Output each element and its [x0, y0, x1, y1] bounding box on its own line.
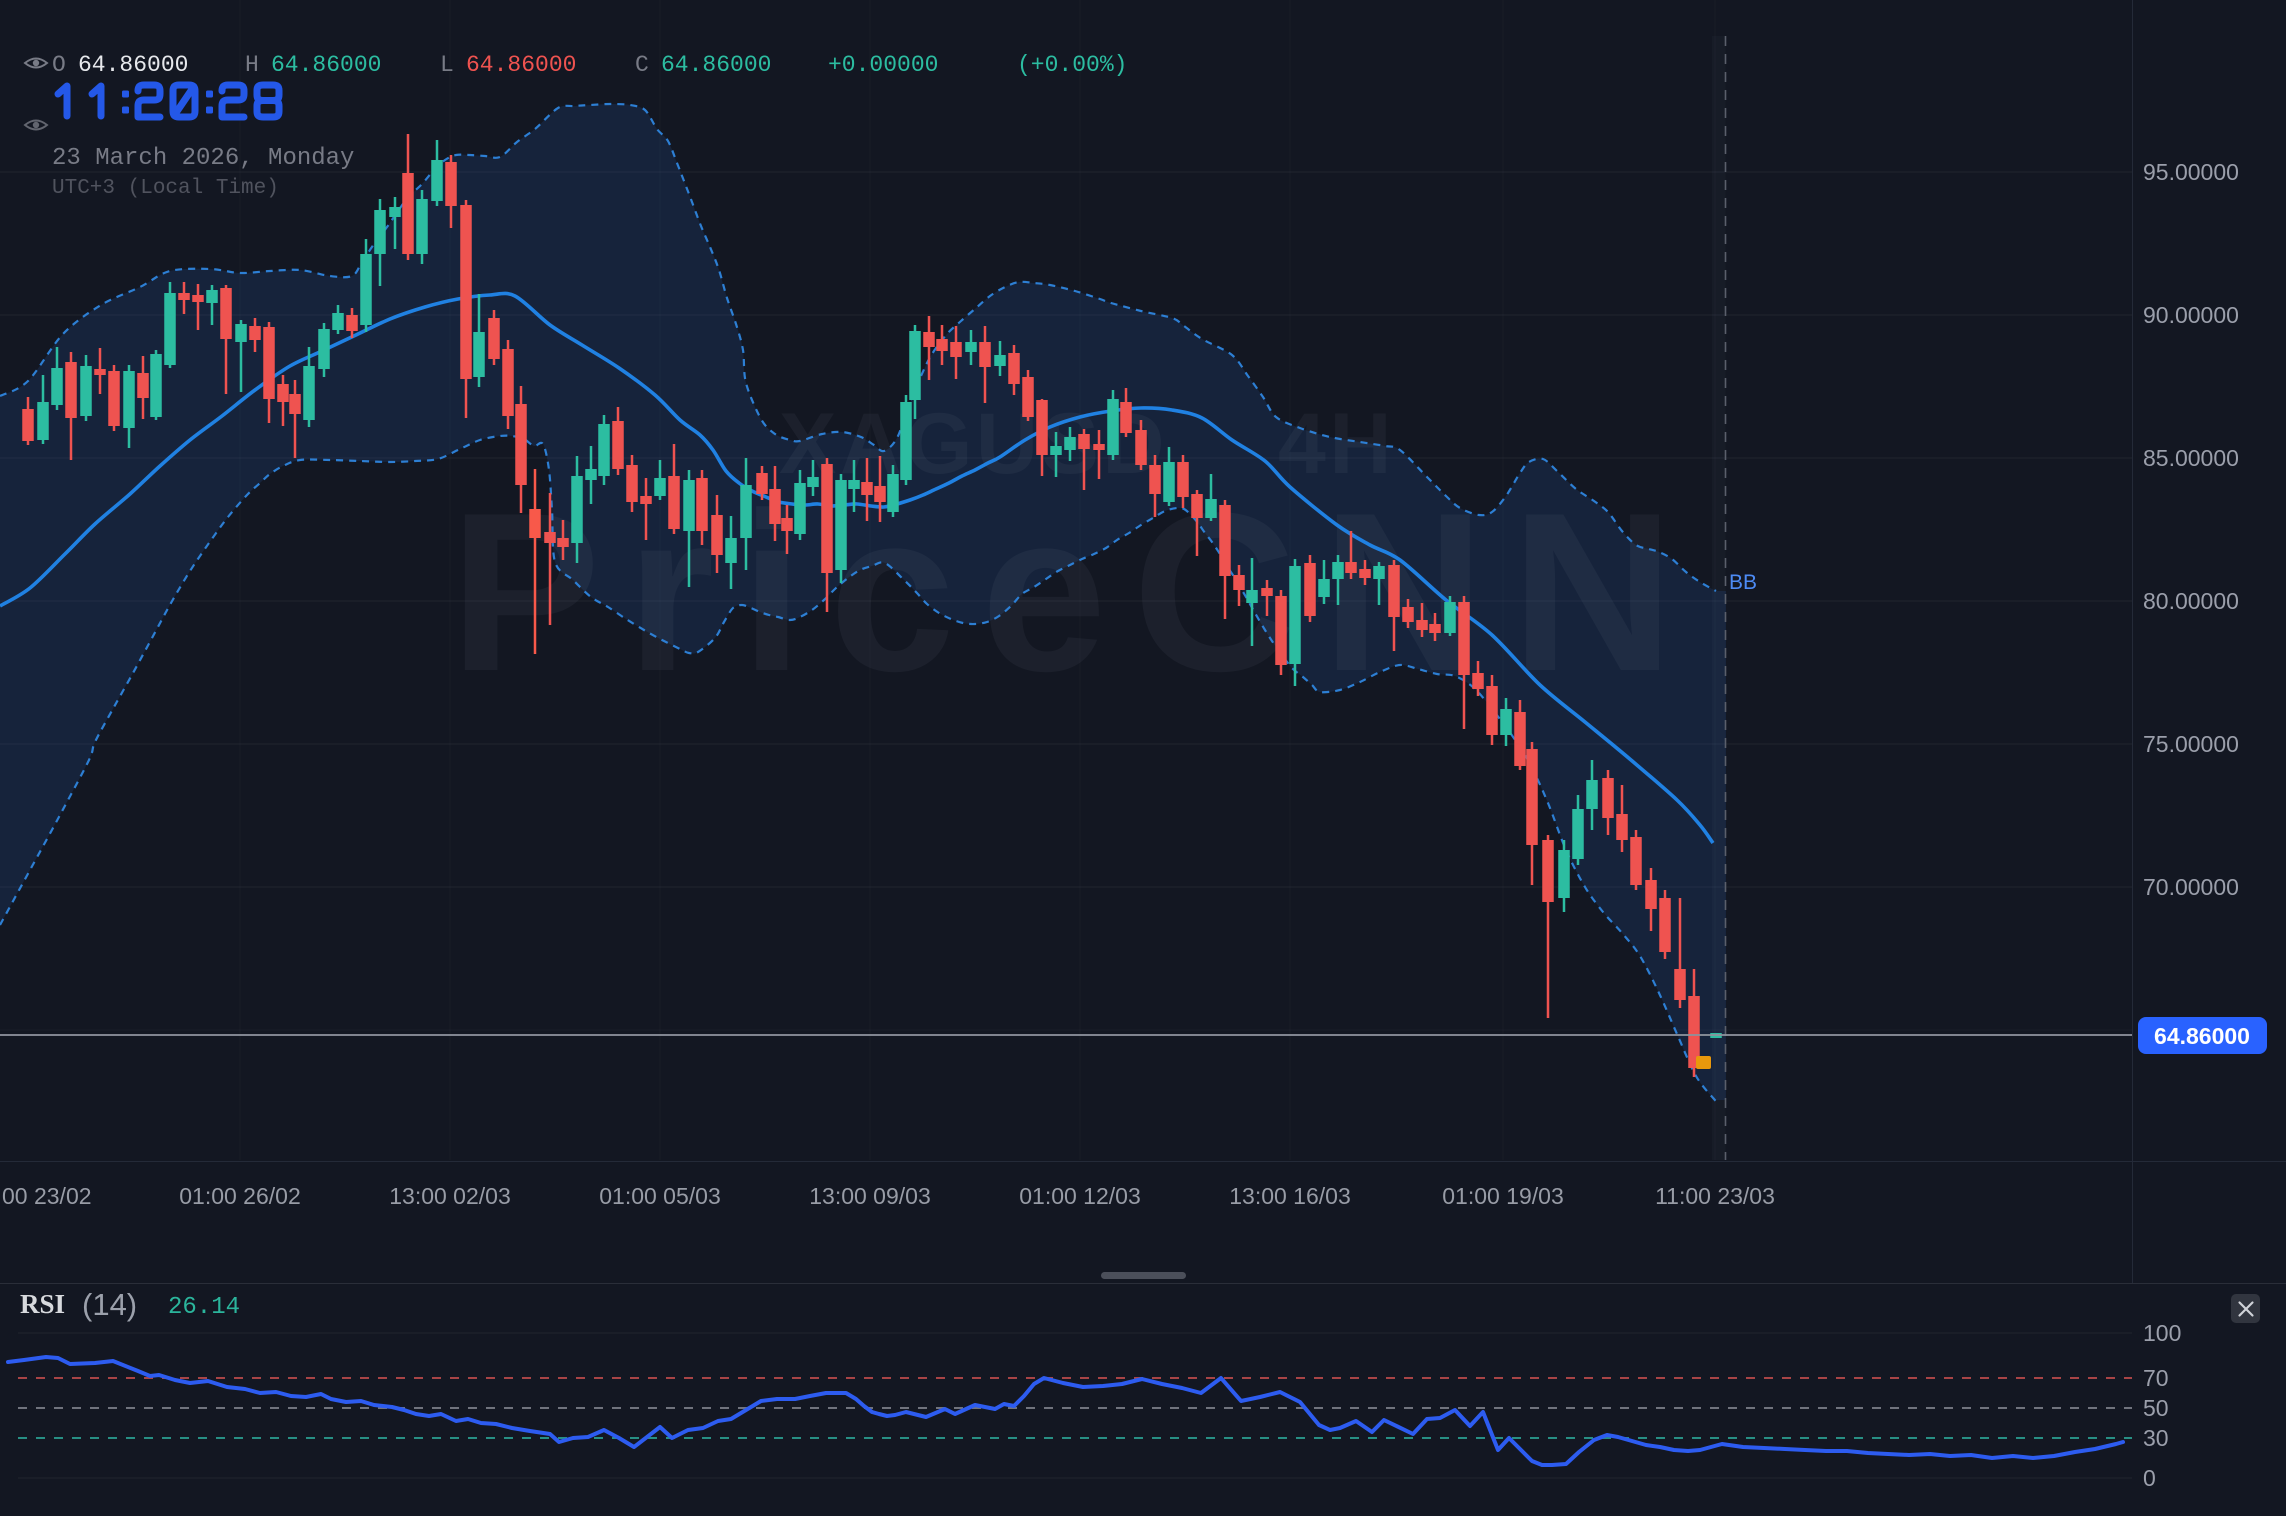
svg-text:BB: BB	[1729, 571, 1757, 594]
svg-text:26.14: 26.14	[168, 1294, 240, 1321]
svg-text:70.00000: 70.00000	[2143, 874, 2239, 900]
svg-text:0: 0	[2143, 1465, 2156, 1491]
svg-text:23 March 2026, Monday: 23 March 2026, Monday	[52, 145, 354, 172]
svg-text:64.86000: 64.86000	[466, 52, 576, 78]
svg-text:00 23/02: 00 23/02	[2, 1183, 92, 1209]
svg-text:+0.00000: +0.00000	[828, 52, 938, 78]
svg-text:75.00000: 75.00000	[2143, 731, 2239, 757]
svg-text:01:00 12/03: 01:00 12/03	[1019, 1183, 1141, 1209]
svg-text:11:00 23/03: 11:00 23/03	[1655, 1183, 1775, 1209]
svg-text:UTC+3 (Local Time): UTC+3 (Local Time)	[52, 177, 279, 200]
svg-text:85.00000: 85.00000	[2143, 445, 2239, 471]
svg-text:L: L	[440, 52, 454, 78]
svg-text:(14): (14)	[82, 1287, 137, 1322]
svg-text:64.86000: 64.86000	[661, 52, 771, 78]
svg-text:95.00000: 95.00000	[2143, 159, 2239, 185]
svg-text:13:00 16/03: 13:00 16/03	[1229, 1183, 1351, 1209]
svg-text:C: C	[635, 52, 649, 78]
svg-text:01:00 26/02: 01:00 26/02	[179, 1183, 301, 1209]
svg-text:01:00 19/03: 01:00 19/03	[1442, 1183, 1564, 1209]
svg-text:13:00 09/03: 13:00 09/03	[809, 1183, 931, 1209]
svg-text:100: 100	[2143, 1320, 2181, 1346]
svg-text:90.00000: 90.00000	[2143, 302, 2239, 328]
svg-text:PriceCNN: PriceCNN	[450, 465, 1701, 718]
svg-text:RSI: RSI	[20, 1289, 65, 1319]
svg-text:80.00000: 80.00000	[2143, 588, 2239, 614]
svg-text:01:00 05/03: 01:00 05/03	[599, 1183, 721, 1209]
svg-text:70: 70	[2143, 1365, 2169, 1391]
svg-text:50: 50	[2143, 1395, 2169, 1421]
svg-text:64.86000: 64.86000	[271, 52, 381, 78]
svg-text:30: 30	[2143, 1425, 2169, 1451]
svg-text:64.86000: 64.86000	[78, 52, 188, 78]
svg-text:4H: 4H	[1278, 396, 1395, 492]
svg-text:H: H	[245, 52, 259, 78]
svg-text:13:00 02/03: 13:00 02/03	[389, 1183, 511, 1209]
svg-text:(+0.00%): (+0.00%)	[1017, 52, 1127, 78]
svg-text:64.86000: 64.86000	[2154, 1023, 2250, 1049]
svg-text:O: O	[52, 52, 66, 78]
